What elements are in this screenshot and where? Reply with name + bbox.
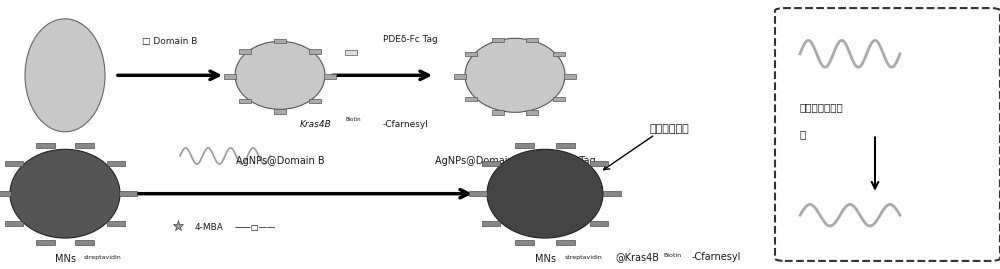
Ellipse shape [235, 41, 325, 109]
Bar [492, 38, 504, 42]
Text: @Kras4B: @Kras4B [615, 252, 659, 262]
Text: 拉曼报告分子: 拉曼报告分子 [650, 124, 690, 134]
Text: streptavidin: streptavidin [84, 254, 122, 260]
Text: -Cfarnesyl: -Cfarnesyl [383, 120, 429, 129]
Bar [454, 74, 466, 79]
Bar [274, 39, 286, 44]
Bar [553, 97, 565, 101]
Text: ——□——: ——□—— [234, 223, 276, 232]
Bar [465, 97, 477, 101]
Text: PDEδ-Fc Tag: PDEδ-Fc Tag [383, 36, 438, 44]
Text: 直接阻碍蛋白互: 直接阻碍蛋白互 [800, 102, 844, 113]
Ellipse shape [465, 38, 565, 112]
Bar [309, 49, 321, 54]
Text: 4-MBA: 4-MBA [195, 223, 224, 232]
Bar [324, 74, 336, 79]
Text: 作: 作 [800, 129, 806, 140]
Bar [492, 111, 504, 115]
Bar [239, 99, 251, 103]
Text: AgNPs@Domain B: AgNPs@Domain B [236, 156, 324, 166]
Bar [526, 111, 538, 115]
Text: AgNPs@Domain B@ PDEδ Fc Tag: AgNPs@Domain B@ PDEδ Fc Tag [435, 156, 595, 166]
Ellipse shape [10, 149, 120, 238]
Bar [465, 52, 477, 56]
Ellipse shape [487, 149, 603, 238]
Text: AgNPs: AgNPs [49, 156, 81, 166]
Text: Biotin: Biotin [345, 117, 361, 122]
Bar [553, 52, 565, 56]
Text: □ Domain B: □ Domain B [142, 37, 198, 46]
Bar [224, 74, 236, 79]
Text: MNs: MNs [534, 254, 556, 264]
Bar [526, 38, 538, 42]
Bar [239, 49, 251, 54]
Text: Biotin: Biotin [663, 253, 681, 258]
Bar [309, 99, 321, 103]
Text: MNs: MNs [54, 254, 76, 264]
Bar [345, 50, 357, 55]
Text: Kras4B: Kras4B [300, 120, 332, 129]
Text: streptavidin: streptavidin [565, 254, 603, 260]
Bar [274, 109, 286, 114]
Text: -Cfarnesyl: -Cfarnesyl [692, 252, 741, 262]
FancyBboxPatch shape [775, 8, 1000, 261]
Bar [564, 74, 576, 79]
Ellipse shape [25, 19, 105, 132]
